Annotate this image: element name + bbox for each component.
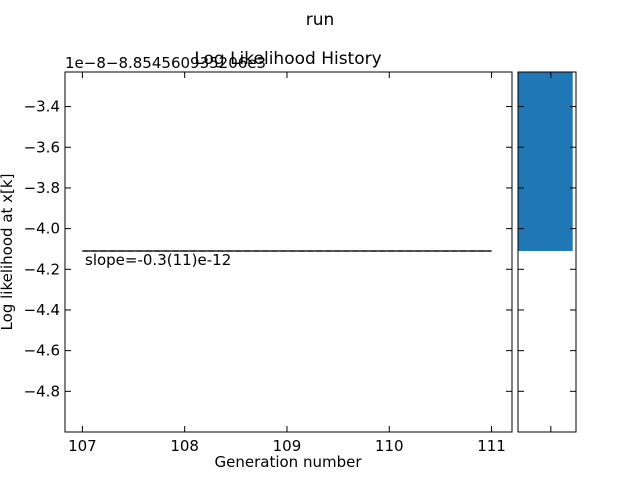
y-tick-label: −4.0 (24, 220, 60, 238)
main-plot-frame (64, 71, 513, 433)
x-tick-label: 109 (273, 437, 302, 455)
slope-annotation: slope=-0.3(11)e-12 (85, 251, 231, 269)
figure-title: run (306, 10, 335, 30)
x-tick-label: 107 (68, 437, 97, 455)
y-offset-label: 1e−8−8.854560935206e3 (65, 54, 266, 72)
y-tick-label: −4.8 (24, 382, 60, 400)
histogram-bar (518, 72, 573, 251)
side-axis-ticks (518, 72, 576, 432)
side-plot-frame (517, 71, 577, 433)
y-tick-label: −4.4 (24, 301, 60, 319)
y-tick-label: −3.8 (24, 179, 60, 197)
main-axis-ticks: 107 108 109 110 111 −3.4 −3.6 −3.8 −4.0 −4.2 −4.4 −… (24, 72, 512, 455)
main-plot: 107 108 109 110 111 −3.4 −3.6 −3.8 −4.0 −4.2 −4.4 −… (24, 71, 513, 455)
y-tick-label: −3.4 (24, 98, 60, 116)
y-axis-label: Log likelihood at x[k] (0, 174, 16, 331)
x-axis-label: Generation number (215, 453, 363, 471)
main-chart-title: Log Likelihood History (194, 49, 381, 69)
side-histogram (517, 71, 577, 433)
y-tick-label: −4.2 (24, 260, 60, 278)
x-tick-label: 110 (375, 437, 404, 455)
y-tick-label: −4.6 (24, 342, 60, 360)
x-tick-label: 108 (170, 437, 199, 455)
x-tick-label: 111 (477, 437, 506, 455)
y-tick-label: −3.6 (24, 138, 60, 156)
side-bars-group (518, 72, 573, 251)
